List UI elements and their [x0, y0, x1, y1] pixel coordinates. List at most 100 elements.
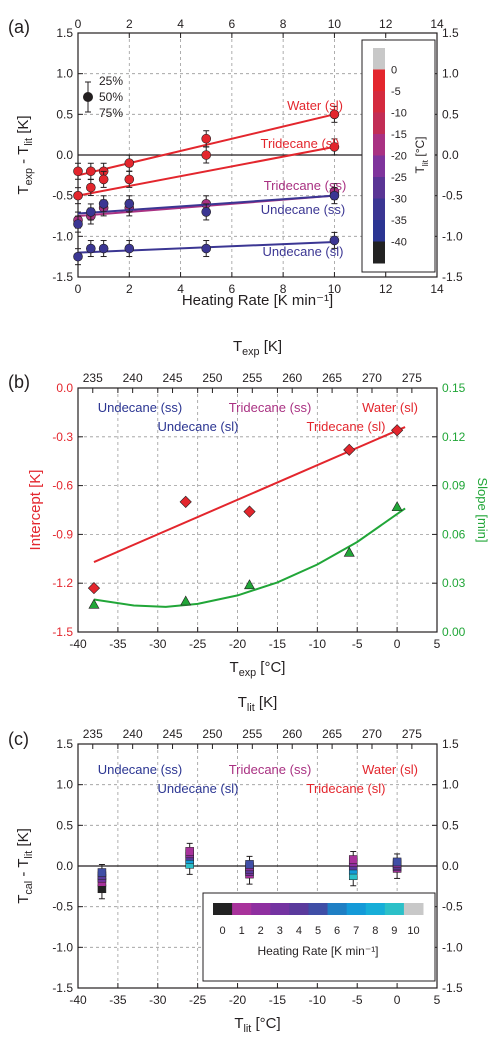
- colorbar-segment: [373, 91, 385, 113]
- x-tick-label: -40: [69, 637, 87, 651]
- y-tick-label: -0.5: [52, 189, 73, 203]
- y-tick-label: 0.5: [56, 818, 73, 832]
- y-tick-label-right: 0.5: [442, 818, 459, 832]
- colorbar-segment: [385, 903, 405, 915]
- y-tick-label: -1.5: [52, 270, 73, 284]
- colorbar-tick-label: 5: [315, 925, 321, 937]
- slope-point: [392, 502, 402, 511]
- x-tick-label: 2: [126, 282, 133, 296]
- colorbar-segment: [328, 903, 348, 915]
- y-tick-label: 0.5: [56, 107, 73, 121]
- intercept-point: [88, 582, 99, 593]
- data-point: [74, 167, 83, 176]
- legend-text: 50%: [99, 90, 123, 104]
- intercept-point: [180, 496, 191, 507]
- y-tick-label: -0.9: [52, 527, 73, 541]
- top-tick-label: 245: [163, 727, 183, 741]
- y-tick-label-right: 0.12: [442, 430, 466, 444]
- x-tick-label: 5: [434, 993, 441, 1007]
- y-tick-label-right: -1.0: [442, 940, 463, 954]
- colorbar-tick-label: 7: [353, 925, 359, 937]
- colorbar-segment: [213, 903, 233, 915]
- label-part: T: [15, 185, 32, 194]
- top-tick-label: 8: [280, 17, 287, 31]
- top-tick-label: 6: [229, 17, 236, 31]
- y-tick-label: -1.0: [52, 940, 73, 954]
- x-tick-label: -30: [149, 637, 167, 651]
- compound-label: Tridecane (sl): [307, 781, 386, 796]
- x-tick-label: 5: [434, 637, 441, 651]
- top-tick-label: 255: [242, 727, 262, 741]
- legend-text: 75%: [99, 106, 123, 120]
- y-tick-label: 1.5: [56, 737, 73, 751]
- subscript: exp: [239, 667, 256, 679]
- data-point: [202, 207, 211, 216]
- label-part: [K]: [255, 694, 278, 711]
- y-tick-label-right: -0.5: [442, 900, 463, 914]
- data-point: [125, 175, 134, 184]
- x-tick-label: -20: [229, 993, 247, 1007]
- colorbar-segment: [373, 48, 385, 70]
- y-tick-label: 1.5: [56, 26, 73, 40]
- compound-label: Undecane (sl): [158, 419, 239, 434]
- top-tick-label: 260: [282, 371, 302, 385]
- top-tick-label: 235: [83, 371, 103, 385]
- colorbar-segment: [373, 70, 385, 92]
- colorbar-segment: [347, 903, 367, 915]
- top-tick-label: 265: [322, 371, 342, 385]
- compound-label: Water (sl): [362, 400, 418, 415]
- data-point: [74, 252, 83, 261]
- slope-point: [181, 596, 191, 605]
- y-tick-label: 1.0: [56, 778, 73, 792]
- x-tick-label: 12: [379, 282, 393, 296]
- label-part: [K]: [15, 828, 32, 851]
- colorbar-segment: [373, 134, 385, 156]
- x-tick-label: 0: [394, 637, 401, 651]
- top-tick-label: 275: [402, 371, 422, 385]
- data-point: [202, 134, 211, 143]
- y-tick-label-right: 1.5: [442, 26, 459, 40]
- y-tick-label-right: 0.00: [442, 625, 466, 639]
- y-tick-label-right: -1.0: [442, 229, 463, 243]
- compound-label: Tridecane (ss): [229, 762, 312, 777]
- data-point: [125, 199, 134, 208]
- y-tick-label-right: 0.03: [442, 576, 466, 590]
- y-tick-label: -0.3: [52, 430, 73, 444]
- data-point: [125, 244, 134, 253]
- top-tick-label: 265: [322, 727, 342, 741]
- x-tick-label: -20: [229, 637, 247, 651]
- y-tick-label: 0.0: [56, 381, 73, 395]
- y-tick-label: 0.0: [56, 859, 73, 873]
- label-part: T: [238, 694, 247, 711]
- label-part: [°C]: [251, 1015, 280, 1032]
- slope-point: [245, 580, 255, 589]
- data-point: [86, 183, 95, 192]
- label-part: - T: [15, 146, 32, 168]
- legend-marker: [83, 92, 93, 102]
- label-part: [°C]: [413, 136, 427, 159]
- label-part: T: [230, 659, 239, 676]
- y-axis-title: Texp​ - Tlit​ [K]: [15, 115, 35, 194]
- y-tick-label-right: 0.0: [442, 859, 459, 873]
- label-part: - T: [15, 859, 32, 881]
- colorbar-tick-label: 3: [277, 925, 283, 937]
- colorbar-segment: [373, 199, 385, 221]
- data-point: [186, 847, 194, 855]
- top-tick-label: 235: [83, 727, 103, 741]
- colorbar-tick-label: -25: [391, 172, 407, 184]
- compound-label: Undecane (ss): [98, 400, 183, 415]
- x-tick-label: 0: [75, 282, 82, 296]
- series-label: Tridecane (sl): [261, 136, 340, 151]
- top-tick-label: 250: [202, 371, 222, 385]
- x-tick-label: -5: [352, 637, 363, 651]
- compound-label: Tridecane (ss): [229, 400, 312, 415]
- top-tick-label: 260: [282, 727, 302, 741]
- top-tick-label: 250: [202, 727, 222, 741]
- colorbar-tick-label: 6: [334, 925, 340, 937]
- data-point: [246, 860, 254, 868]
- y-tick-label-right: 0.5: [442, 107, 459, 121]
- colorbar-segment: [366, 903, 386, 915]
- y-tick-label-right: 0.06: [442, 527, 466, 541]
- label-part: [K]: [15, 115, 32, 138]
- colorbar-title: Heating Rate [K min⁻¹]: [257, 944, 378, 958]
